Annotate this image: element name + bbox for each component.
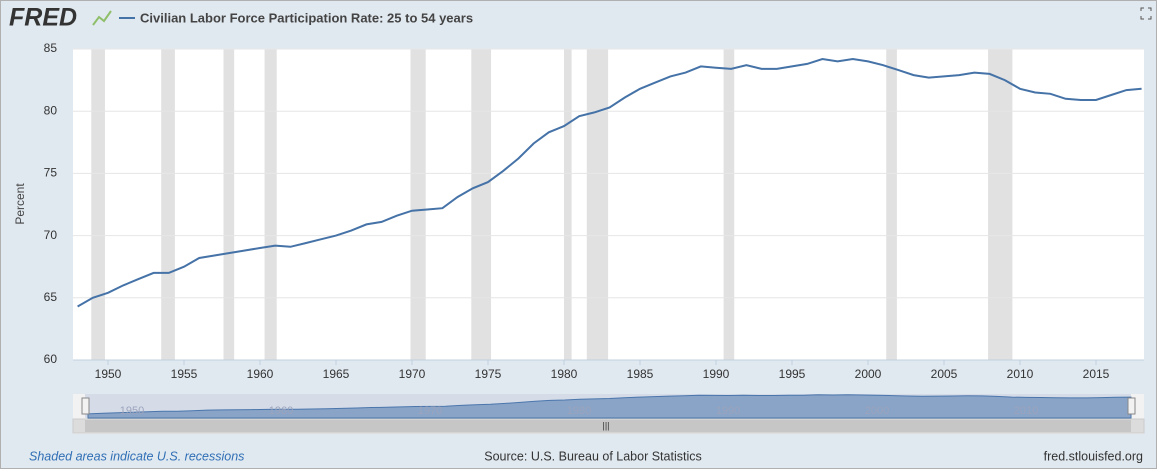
navigator-tick-label: 2010 [1014,405,1038,417]
y-axis-label: Percent [13,183,27,225]
logo[interactable]: FRED [9,4,77,32]
logo-icon [92,10,112,26]
x-tick-label: 1985 [627,367,654,381]
y-tick-label: 65 [44,290,58,304]
navigator-tick-label: 2000 [865,405,889,417]
y-tick-label: 80 [44,103,58,117]
y-tick-label: 85 [44,41,58,55]
y-tick-label: 70 [44,228,58,242]
x-tick-label: 1975 [475,367,502,381]
recession-band [586,49,609,360]
x-tick-label: 1960 [247,367,274,381]
recession-band [886,49,897,360]
navigator-tick-label: 1980 [567,405,591,417]
x-tick-label: 1970 [399,367,426,381]
source: Source: U.S. Bureau of Labor Statistics [484,449,701,463]
recession-band [264,49,277,360]
scrollbar-grip: ||| [602,420,609,430]
y-tick-label: 75 [44,166,58,180]
series-line [77,57,1142,308]
recession-band [564,49,572,360]
navigator-window [85,394,1131,418]
x-tick-label: 1980 [551,367,578,381]
navigator-handle-right[interactable] [1127,397,1136,415]
recession-band [988,49,1013,360]
fullscreen-icon[interactable] [1140,7,1152,20]
recession-band [91,49,105,360]
x-tick-label: 1950 [95,367,122,381]
legend-label[interactable]: Civilian Labor Force Participation Rate:… [140,10,473,25]
plot-area [73,49,1144,360]
x-tick-label: 2015 [1083,367,1110,381]
x-tick-label: 2000 [855,367,882,381]
x-tick-label: 2005 [931,367,958,381]
recession-note[interactable]: Shaded areas indicate U.S. recessions [29,449,244,463]
navigator-area [87,394,1132,419]
x-tick-label: 1955 [171,367,198,381]
x-tick-label: 2010 [1007,367,1034,381]
site-link[interactable]: fred.stlouisfed.org [1044,449,1143,463]
navigator-tick-label: 1950 [120,405,144,417]
recession-band [161,49,175,360]
recession-band [410,49,426,360]
x-tick-label: 1990 [703,367,730,381]
recession-band [471,49,492,360]
navigator-tick-label: 1990 [716,405,740,417]
x-tick-label: 1965 [323,367,350,381]
y-tick-label: 60 [44,352,58,366]
x-tick-label: 1995 [779,367,806,381]
navigator-tick-label: 1960 [269,405,293,417]
recession-band [723,49,735,360]
navigator-handle-left[interactable] [81,397,90,415]
recession-band [223,49,235,360]
navigator-tick-label: 1970 [418,405,442,417]
scrollbar-thumb[interactable] [85,420,1131,432]
